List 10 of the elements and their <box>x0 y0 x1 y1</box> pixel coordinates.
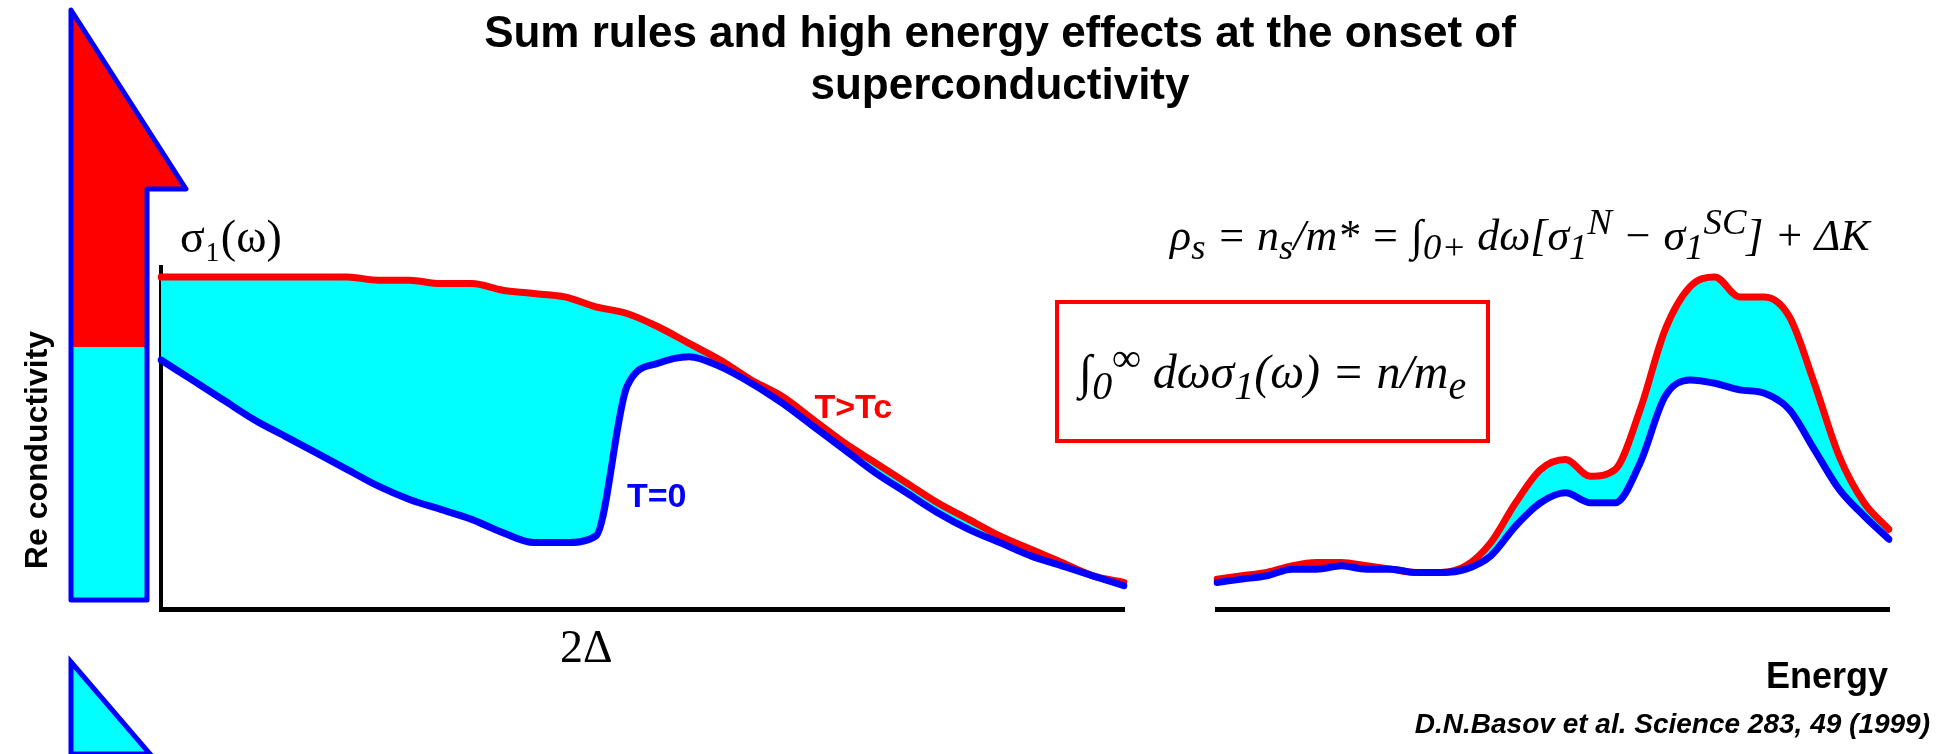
x-axis-title: Energy <box>1765 655 1888 697</box>
text: ρ$_{s}$ = n$_{s}$/m* = ∫$_{0+}$ dω[σ$_{1}$$^{N}$ − σ$_{1}$$^{SC}$] + ΔK <box>1170 201 1870 268</box>
text: Re conductivity <box>17 330 55 570</box>
series-label: T=0 <box>626 475 687 514</box>
chart-title: Sum rules and high energy effects at the onset of superconductivity <box>483 6 1517 110</box>
y-axis-title: σ₁(ω) <box>180 210 282 263</box>
text: 2Δ <box>560 620 613 673</box>
series-label: T>Tc <box>814 386 893 425</box>
annotation: ∫$_{0}$$^{∞}$ dωσ$_{1}$(ω) = n/m$_{e}$ <box>1055 300 1491 443</box>
text: D.N.Basov et al. Science 283, 49 (1999) <box>1414 708 1930 740</box>
